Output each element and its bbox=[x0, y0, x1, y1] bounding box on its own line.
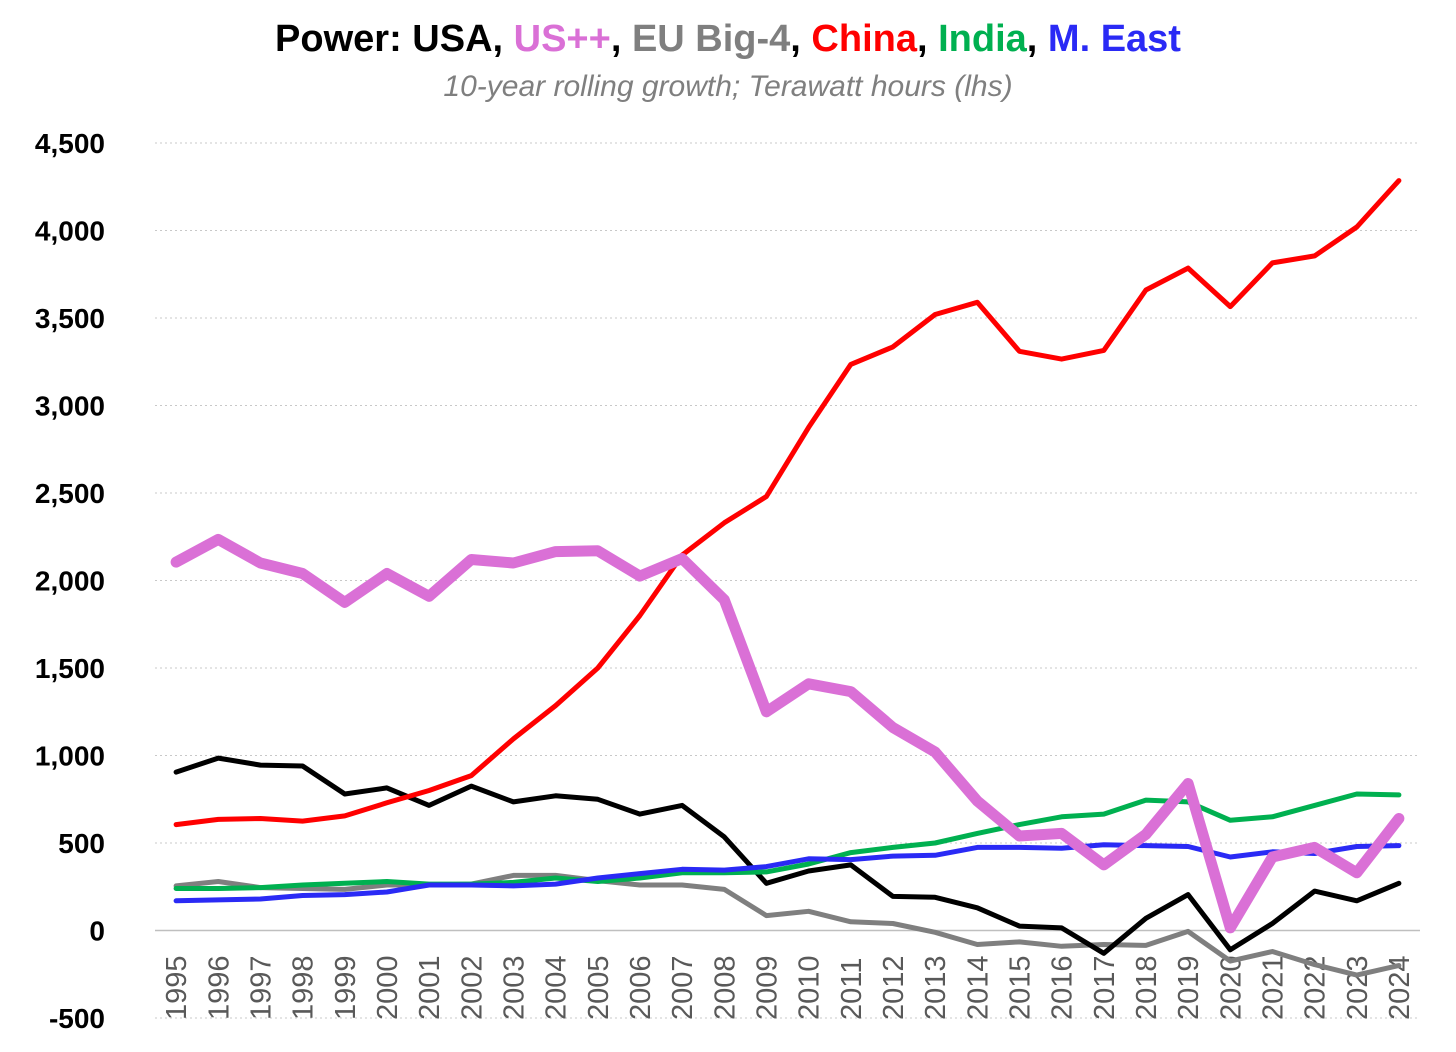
y-tick-label: 2,000 bbox=[35, 566, 105, 597]
x-tick-label: 2018 bbox=[1131, 955, 1163, 1020]
x-tick-label: 2015 bbox=[1004, 955, 1036, 1020]
title-part: India bbox=[938, 18, 1027, 60]
title-part: , bbox=[1026, 18, 1048, 60]
gridlines bbox=[155, 142, 1420, 1019]
x-tick-label: 2023 bbox=[1342, 955, 1374, 1020]
x-tick-label: 2009 bbox=[751, 955, 783, 1020]
x-tick-label: 2020 bbox=[1215, 955, 1247, 1020]
x-tick-label: 2006 bbox=[625, 955, 657, 1020]
title-part: EU Big-4 bbox=[631, 18, 791, 60]
x-tick-label: 2004 bbox=[541, 955, 573, 1020]
x-tick-label: 2008 bbox=[709, 955, 741, 1020]
title-part: , bbox=[610, 18, 632, 60]
x-tick-label: 2000 bbox=[372, 955, 404, 1020]
x-tick-label: 2005 bbox=[583, 955, 615, 1020]
title-part: Power: USA bbox=[275, 18, 493, 60]
x-tick-label: 2002 bbox=[456, 955, 488, 1020]
title-part: M. East bbox=[1047, 18, 1181, 60]
x-tick-label: 2016 bbox=[1047, 955, 1079, 1020]
series-line-eu-big-4 bbox=[173, 872, 1402, 978]
x-tick-label: 1998 bbox=[288, 955, 320, 1020]
y-tick-label: 3,000 bbox=[35, 391, 105, 422]
x-tick-label: 2014 bbox=[962, 955, 994, 1020]
x-tick-label: 1995 bbox=[161, 955, 193, 1020]
y-tick-label: 3,500 bbox=[35, 303, 105, 334]
series-line-us bbox=[170, 533, 1405, 934]
series-line-m-east bbox=[173, 842, 1402, 904]
x-tick-label: 1996 bbox=[203, 955, 235, 1020]
y-tick-label: 1,000 bbox=[35, 741, 105, 772]
chart-title: Power: USA, US++, EU Big-4, China, India… bbox=[0, 18, 1456, 61]
y-tick-label: 500 bbox=[58, 828, 105, 859]
x-tick-label: 2010 bbox=[794, 955, 826, 1020]
x-axis-ticks: 1995 1996 1997 1998 1999 2000 2001 2002 2003 2004… bbox=[161, 955, 1416, 1020]
x-tick-label: 2001 bbox=[414, 955, 446, 1020]
chart-subtitle: 10-year rolling growth; Terawatt hours (… bbox=[443, 70, 1013, 103]
x-tick-label: 1997 bbox=[245, 955, 277, 1020]
title-part: China bbox=[811, 18, 917, 60]
y-tick-label: 2,500 bbox=[35, 478, 105, 509]
series-line-china bbox=[173, 178, 1402, 828]
y-tick-label: 0 bbox=[89, 916, 105, 947]
title-part: , bbox=[916, 18, 939, 60]
y-tick-label: 4,500 bbox=[35, 128, 105, 159]
x-tick-label: 2011 bbox=[836, 958, 868, 1020]
x-tick-label: 2019 bbox=[1173, 955, 1205, 1020]
y-tick-label: -500 bbox=[49, 1003, 105, 1034]
x-tick-label: 2013 bbox=[920, 955, 952, 1020]
x-tick-label: 2003 bbox=[498, 955, 530, 1020]
title-part: , bbox=[492, 18, 514, 60]
x-tick-label: 2017 bbox=[1089, 955, 1121, 1020]
series-line-usa bbox=[173, 755, 1402, 956]
x-tick-label: 2007 bbox=[667, 955, 699, 1020]
y-tick-label: 4,000 bbox=[35, 216, 105, 247]
x-tick-label: 1999 bbox=[330, 955, 362, 1020]
series-lines bbox=[170, 178, 1405, 978]
title-part: , bbox=[790, 18, 812, 60]
x-tick-label: 2012 bbox=[878, 955, 910, 1020]
y-tick-label: 1,500 bbox=[35, 653, 105, 684]
x-tick-label: 2021 bbox=[1257, 955, 1289, 1020]
y-axis-ticks: -500 0 500 1,000 1,500 2,000 2,500 3,000 3,500 4,… bbox=[35, 128, 105, 1034]
title-part: US++ bbox=[513, 18, 611, 60]
